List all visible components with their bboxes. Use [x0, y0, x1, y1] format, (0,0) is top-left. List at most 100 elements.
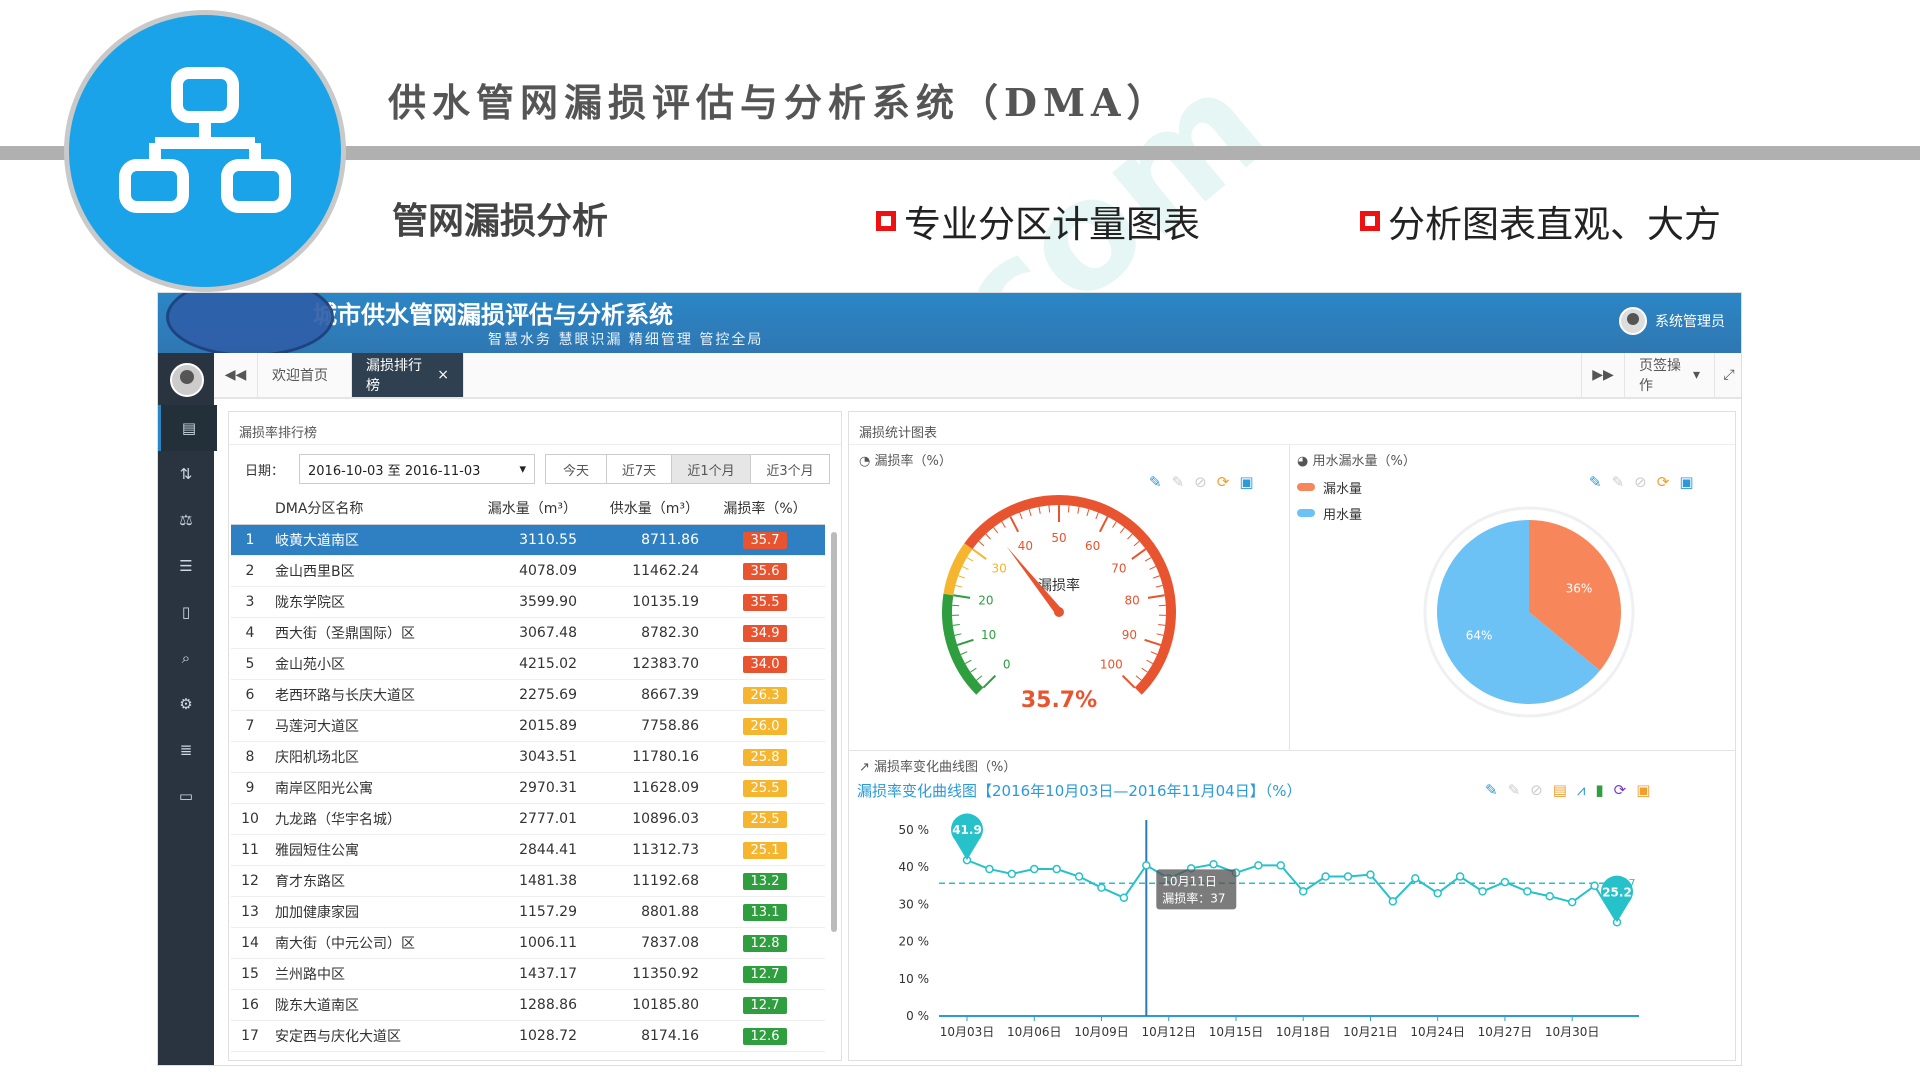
- feature-1: 专业分区计量图表: [876, 194, 1200, 248]
- balance-icon[interactable]: ⚖: [179, 511, 193, 529]
- gauge-tick: [1152, 575, 1160, 579]
- page-ops-dropdown[interactable]: 页签操作 ▾: [1625, 353, 1715, 397]
- sort-icon[interactable]: ⇅: [179, 465, 193, 483]
- table-row[interactable]: 4 西大街（圣鼎国际）区 3067.48 8782.30 34.9: [231, 617, 825, 649]
- refresh-icon[interactable]: ⟳: [1656, 473, 1670, 491]
- gauge-tick-label: 50: [1051, 531, 1066, 545]
- row-name: 南大街（中元公司）区: [269, 927, 471, 959]
- database-icon[interactable]: ≣: [179, 741, 193, 759]
- table-row[interactable]: 13 加加健康家园 1157.29 8801.88 13.1: [231, 896, 825, 928]
- table-row[interactable]: 15 兰州路中区 1437.17 11350.92 12.7: [231, 958, 825, 990]
- table-row[interactable]: 16 陇东大道南区 1288.86 10185.80 12.7: [231, 989, 825, 1021]
- gauge-band-mid: [943, 543, 973, 596]
- tab-welcome[interactable]: 欢迎首页: [258, 353, 352, 397]
- legend-item-leak[interactable]: 漏水量: [1297, 474, 1362, 500]
- monitor-icon[interactable]: ▭: [178, 787, 194, 805]
- row-no: 13: [231, 896, 269, 928]
- clear-icon[interactable]: ⊘: [1194, 473, 1207, 491]
- user-menu[interactable]: 系统管理员: [1619, 307, 1725, 335]
- rate-badge: 12.7: [743, 996, 787, 1014]
- row-no: 2: [231, 555, 269, 587]
- table-row[interactable]: 9 南岸区阳光公寓 2970.31 11628.09 25.5: [231, 772, 825, 804]
- edit-icon[interactable]: ✎: [1149, 473, 1162, 491]
- gauge-tick: [1141, 667, 1148, 673]
- table-row[interactable]: 14 南大街（中元公司）区 1006.11 7837.08 12.8: [231, 927, 825, 959]
- data-point: [1388, 897, 1398, 906]
- row-name: 庆阳机场北区: [269, 741, 471, 773]
- tab-ranking[interactable]: 漏损排行榜 ×: [352, 353, 464, 397]
- table-row[interactable]: 5 金山苑小区 4215.02 12383.70 34.0: [231, 648, 825, 680]
- pen-icon[interactable]: ✎: [1171, 473, 1185, 491]
- row-supply: 8711.86: [583, 524, 705, 556]
- row-name: 雅园短住公寓: [269, 834, 471, 866]
- row-supply: 8174.16: [583, 1020, 705, 1052]
- gauge-tick: [1156, 633, 1164, 636]
- gauge-tick: [1146, 659, 1154, 664]
- table-row[interactable]: 17 安定西与庆化大道区 1028.72 8174.16 12.6: [231, 1020, 825, 1052]
- search-icon[interactable]: ⌕: [181, 649, 191, 667]
- save-icon[interactable]: ▣: [1239, 473, 1254, 491]
- list-icon[interactable]: ☰: [179, 557, 193, 575]
- row-leak: 3067.48: [471, 617, 583, 649]
- gauge-tick-label: 0: [1003, 657, 1011, 671]
- refresh-icon[interactable]: ⟳: [1216, 473, 1230, 491]
- gears-icon[interactable]: ⚙: [179, 695, 193, 713]
- sidebar-avatar[interactable]: [170, 363, 204, 397]
- range-1month-button[interactable]: 近1个月: [671, 454, 751, 484]
- pen-icon[interactable]: ✎: [1507, 781, 1521, 799]
- clear-icon[interactable]: ⊘: [1530, 781, 1543, 799]
- range-today-button[interactable]: 今天: [545, 454, 607, 484]
- table-row[interactable]: 7 马莲河大道区 2015.89 7758.86 26.0: [231, 710, 825, 742]
- table-row[interactable]: 12 育才东路区 1481.38 11192.68 13.2: [231, 865, 825, 897]
- book-icon[interactable]: ▤: [158, 405, 217, 451]
- gauge-tick: [1019, 512, 1023, 520]
- col-supply[interactable]: 供水量（m³）: [583, 492, 705, 525]
- row-name: 金山苑小区: [269, 648, 471, 680]
- table-row[interactable]: 2 金山西里B区 4078.09 11462.24 35.6: [231, 555, 825, 587]
- save-icon[interactable]: ▣: [1679, 473, 1694, 491]
- row-supply: 7837.08: [583, 927, 705, 959]
- range-7days-button[interactable]: 近7天: [606, 454, 672, 484]
- row-leak: 2015.89: [471, 710, 583, 742]
- pen-icon[interactable]: ✎: [1611, 473, 1625, 491]
- line-toolbar: ✎ ✎ ⊘ ▤ ⩘ ▮ ⟳ ▣: [1475, 780, 1650, 799]
- table-row[interactable]: 1 岐黄大道南区 3110.55 8711.86 35.7: [231, 524, 825, 556]
- line-switch-icon[interactable]: ⩘: [1576, 781, 1586, 799]
- clear-icon[interactable]: ⊘: [1634, 473, 1647, 491]
- table-row[interactable]: 10 九龙路（华宇名城） 2777.01 10896.03 25.5: [231, 803, 825, 835]
- data-view-icon[interactable]: ▤: [1552, 781, 1567, 799]
- legend-item-use[interactable]: 用水量: [1297, 500, 1362, 526]
- edit-icon[interactable]: ✎: [1589, 473, 1602, 491]
- row-leak: 1481.38: [471, 865, 583, 897]
- row-leak: 2777.01: [471, 803, 583, 835]
- fullscreen-icon[interactable]: ⤢: [1715, 353, 1741, 397]
- date-range-picker[interactable]: 2016-10-03 至 2016-11-03 ▾: [299, 454, 535, 484]
- range-3months-button[interactable]: 近3个月: [750, 454, 830, 484]
- table-row[interactable]: 6 老西环路与长庆大道区 2275.69 8667.39 26.3: [231, 679, 825, 711]
- close-icon[interactable]: ×: [437, 367, 449, 383]
- save-icon[interactable]: ▣: [1636, 781, 1651, 799]
- table-row[interactable]: 11 雅园短住公寓 2844.41 11312.73 25.1: [231, 834, 825, 866]
- row-no: 15: [231, 958, 269, 990]
- app-header: 城市供水管网漏损评估与分析系统 智慧水务 慧眼识漏 精细管理 管控全局 系统管理…: [158, 293, 1741, 353]
- row-no: 5: [231, 648, 269, 680]
- col-rate[interactable]: 漏损率（%）: [705, 492, 825, 525]
- tab-prev-button[interactable]: ◀◀: [214, 353, 258, 397]
- table-row[interactable]: 3 陇东学院区 3599.90 10135.19 35.5: [231, 586, 825, 618]
- file-icon[interactable]: ▯: [181, 603, 191, 621]
- gauge-tick: [1095, 512, 1099, 520]
- bar-switch-icon[interactable]: ▮: [1595, 781, 1604, 799]
- table-row[interactable]: 8 庆阳机场北区 3043.51 11780.16 25.8: [231, 741, 825, 773]
- y-tick-label: 10 %: [899, 972, 930, 986]
- refresh-icon[interactable]: ⟳: [1613, 781, 1627, 799]
- table-scrollbar[interactable]: [831, 532, 837, 932]
- data-point: [1074, 872, 1084, 881]
- tab-next-button[interactable]: ▶▶: [1581, 353, 1625, 397]
- date-label: 日期：: [245, 464, 285, 479]
- table-row[interactable]: 18四迪龙府1400.1411056.1112.5: [231, 1051, 825, 1058]
- leak-rate-gauge: 0 10 20 30 40 50 60 70 80 90 100 漏损率 35.7%: [942, 495, 1176, 713]
- col-name[interactable]: DMA分区名称: [269, 492, 471, 525]
- col-leak[interactable]: 漏水量（m³）: [471, 492, 583, 525]
- logo-circle: [64, 10, 346, 292]
- edit-icon[interactable]: ✎: [1485, 781, 1498, 799]
